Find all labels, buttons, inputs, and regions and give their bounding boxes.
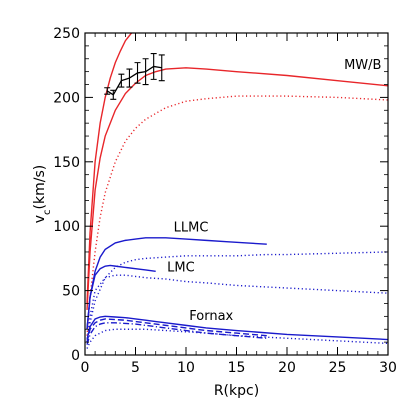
curves-group — [86, 33, 388, 349]
series-10-line — [86, 322, 267, 345]
series-6-line — [86, 264, 156, 330]
data-point-errorbar — [118, 73, 125, 88]
data-point-errorbar — [126, 68, 133, 88]
y-tick-label: 100 — [53, 219, 80, 235]
curve-annotation: LMC — [167, 260, 195, 275]
y-tick-label: 50 — [62, 284, 80, 300]
curve-annotation: MW/B — [344, 58, 381, 73]
data-point-errorbar — [134, 62, 141, 84]
series-2-line — [86, 67, 388, 310]
x-ticks: 0 5 10 15 20 25 30 — [81, 33, 397, 376]
data-point-errorbar — [104, 87, 111, 95]
series-4-line — [86, 237, 267, 330]
series-9-line — [86, 318, 267, 343]
data-point-errorbar — [150, 53, 157, 80]
x-tick-label: 20 — [278, 360, 296, 376]
y-axis-label: vc(km/s) — [32, 165, 53, 223]
y-tick-label: 200 — [53, 90, 80, 106]
data-point-errorbar — [158, 54, 165, 82]
x-tick-label: 30 — [379, 360, 397, 376]
x-tick-label: 10 — [177, 360, 195, 376]
series-8-line — [86, 315, 388, 341]
y-tick-label: 250 — [53, 26, 80, 42]
plot-area: 0 5 10 15 20 25 30 0 50 100 150 200 250 MW/B LLMC LMC Fo… — [53, 26, 397, 376]
curve-annotation: Fornax — [189, 309, 233, 324]
series-11-line — [86, 328, 388, 349]
observed-data-line — [106, 65, 162, 96]
data-point-errorbar — [142, 58, 149, 86]
x-tick-label: 15 — [228, 360, 246, 376]
y-tick-label: 0 — [71, 348, 80, 364]
x-axis-label: R(kpc) — [214, 383, 259, 399]
curve-annotation: LLMC — [174, 220, 209, 235]
series-7-line — [86, 274, 388, 343]
series-1-line — [86, 33, 133, 304]
y-ticks: 0 50 100 150 200 250 — [53, 26, 388, 364]
y-tick-label: 150 — [53, 155, 80, 171]
x-tick-label: 5 — [131, 360, 140, 376]
data-point-errorbar — [110, 89, 117, 100]
x-tick-label: 0 — [81, 360, 90, 376]
x-tick-label: 25 — [329, 360, 347, 376]
series-3-line — [86, 95, 388, 336]
